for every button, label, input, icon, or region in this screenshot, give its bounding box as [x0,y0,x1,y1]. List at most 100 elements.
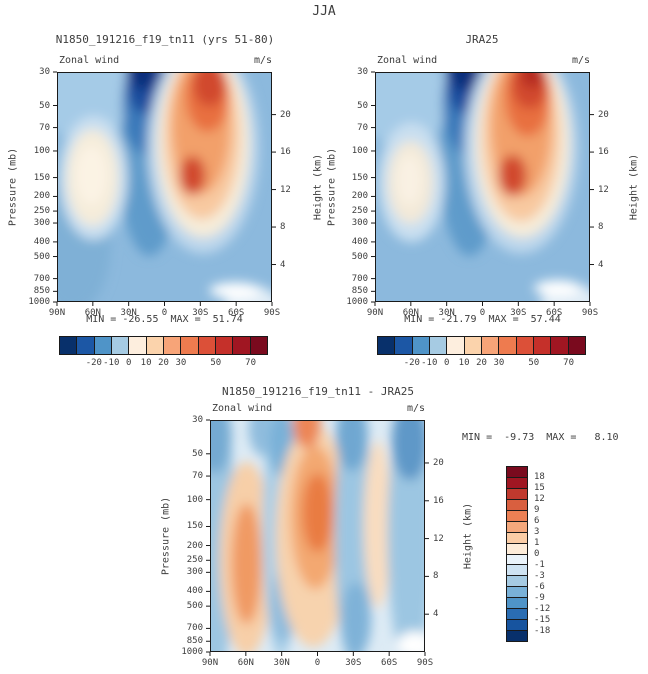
colorbar-cell [110,336,130,355]
colorbar-wind-model [59,336,268,355]
colorbar-tick-label: 12 [534,494,545,504]
colorbar-cell [180,336,199,355]
colorbar-cell [446,336,465,355]
lat-tick-label: 60N [402,308,419,318]
lat-tick-label: 60S [228,308,245,318]
contour-plot-difference [206,419,429,656]
pressure-tick-label: 150 [186,521,203,532]
pressure-tick-label: 30 [357,67,368,77]
pressure-tick-label: 30 [192,415,203,425]
colorbar-tick-label: -12 [534,604,551,614]
height-tick-label: 20 [598,109,609,120]
pressure-tick-label: 150 [351,172,368,183]
pressure-tick-label: 250 [33,206,50,217]
pressure-tick-label: 700 [351,273,368,284]
height-tick-label: 16 [598,147,609,158]
pressure-tick-label: 150 [33,172,50,183]
colorbar-cell [249,336,268,355]
pressure-tick-label: 50 [39,100,50,111]
pressure-tick-label: 30 [39,67,50,77]
colorbar-tick-label: -6 [534,582,545,592]
height-tick-label: 8 [280,222,286,233]
pressure-tick-label: 100 [351,145,368,156]
colorbar-cell [377,336,396,355]
pressure-tick-label: 700 [186,623,203,634]
colorbar-tick-label: 20 [158,358,169,368]
pressure-tick-label: 50 [192,448,203,459]
colorbar-tick-label: 30 [175,358,187,368]
colorbar-tick-label: -18 [534,626,551,636]
pressure-tick-label: 100 [33,145,50,156]
pressure-tick-label: 400 [351,236,368,247]
pressure-tick-label: 70 [192,471,203,482]
pressure-tick-label: 100 [186,494,203,505]
pressure-tick-label: 500 [351,251,368,262]
colorbar-tick-label: 9 [534,505,540,515]
pressure-tick-label: 400 [186,586,203,597]
colorbar-tick-label: 10 [458,358,470,368]
colorbar-tick-label: 70 [245,358,256,368]
units-label-reanalysis: m/s [571,55,590,66]
lat-tick-label: 30S [345,658,362,668]
colorbar-tick-label: -10 [103,358,120,368]
lat-tick-label: 90S [416,658,434,668]
height-tick-label: 4 [280,259,286,270]
pressure-tick-label: 500 [186,601,203,612]
colorbar-tick-label: -9 [534,593,545,603]
height-axis-title-reanalysis: Height (km) [628,153,640,221]
pressure-tick-label: 300 [186,567,203,578]
colorbar-tick-label: 0 [443,358,450,368]
colorbar-wind-reanalysis [377,336,586,355]
pressure-tick-label: 850 [186,636,203,647]
contour-plot-reanalysis [371,71,594,306]
colorbar-cell [428,336,448,355]
colorbar-tick-label: 3 [534,527,540,537]
colorbar-tick-label: -3 [534,571,545,581]
colorbar-tick-label: 0 [125,358,132,368]
colorbar-tick-label: 70 [563,358,574,368]
minmax-model: MIN = -26.55 MAX = 51.74 [86,314,243,325]
colorbar-tick-label: -1 [534,560,545,570]
lat-tick-label: 30S [510,308,527,318]
colorbar-tick-label: -20 [403,358,420,368]
colorbar-cell [515,336,534,355]
colorbar-cell [567,336,586,355]
lat-tick-label: 0 [314,658,321,668]
contour-plot-model [53,71,276,306]
colorbar-cell [532,336,552,355]
colorbar-tick-label: 50 [210,358,222,368]
height-axis-title-model: Height (km) [312,153,324,221]
height-axis-title-difference: Height (km) [462,502,474,570]
pressure-tick-label: 850 [351,286,368,297]
pressure-tick-label: 300 [351,218,368,229]
colorbar-tick-label: -20 [85,358,102,368]
pressure-tick-label: 1000 [181,647,203,657]
lat-tick-label: 90N [201,658,219,668]
height-tick-label: 4 [598,259,604,270]
field-label-difference: Zonal wind [212,403,273,414]
colorbar-cell [411,336,430,355]
height-tick-label: 8 [598,222,604,233]
colorbar-cell [463,336,482,355]
lat-tick-label: 30N [438,308,455,318]
pressure-tick-label: 850 [33,286,50,297]
colorbar-cell [498,336,517,355]
lat-tick-label: 60S [381,658,398,668]
pressure-tick-label: 250 [186,555,203,566]
colorbar-tick-label: -15 [534,615,551,625]
lat-tick-label: 90N [48,308,66,318]
pressure-tick-label: 200 [33,191,50,202]
lat-tick-label: 30S [192,308,209,318]
colorbar-tick-label: 20 [476,358,487,368]
panel-title-reanalysis: JRA25 [465,33,499,46]
colorbar-cell [232,336,251,355]
pressure-tick-label: 1000 [346,297,368,307]
pressure-tick-label: 200 [186,540,203,551]
height-tick-label: 12 [598,184,609,195]
colorbar-cell [550,336,569,355]
colorbar-cell [480,336,500,355]
height-tick-label: 16 [433,495,444,506]
colorbar-cell [76,336,95,355]
units-label-model: m/s [253,55,272,66]
